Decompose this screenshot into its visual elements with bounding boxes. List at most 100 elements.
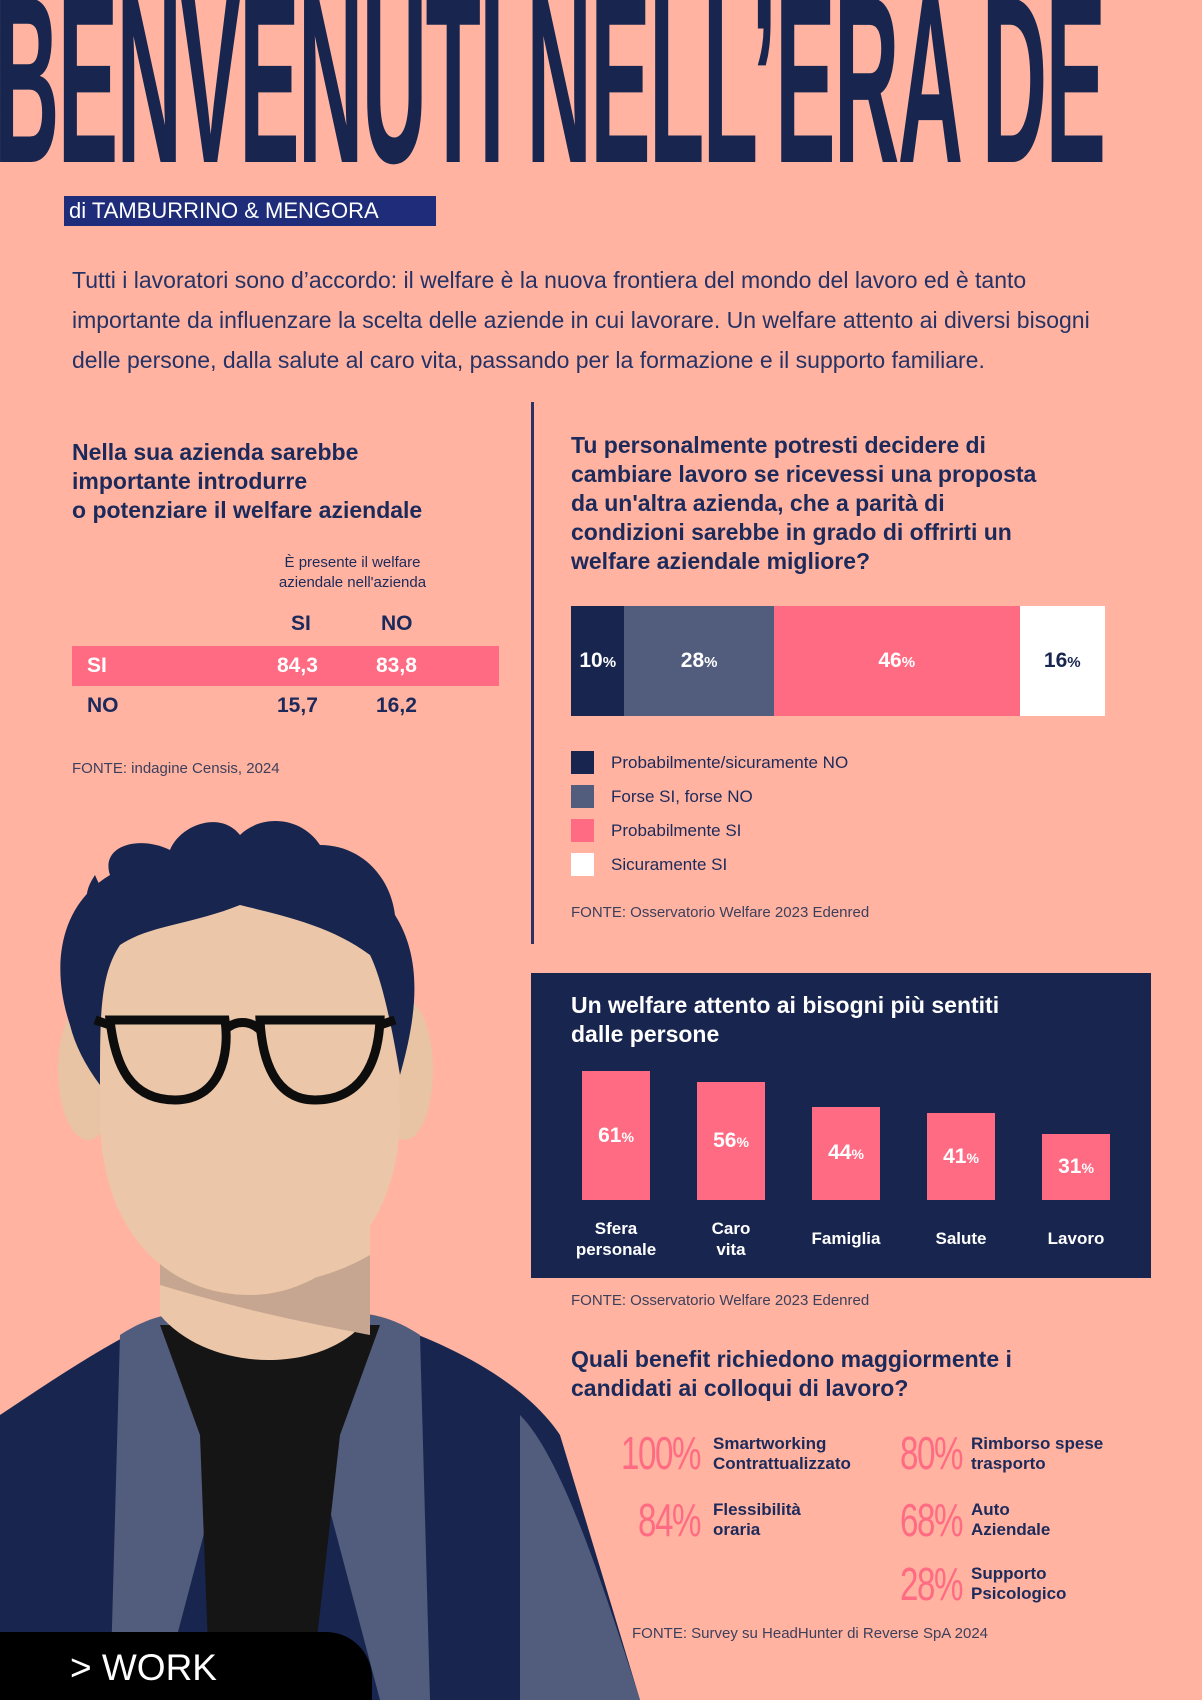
benefit-percent: 28%	[900, 1558, 963, 1610]
segment-value-label: 10%	[579, 649, 617, 672]
title-line: Nella sua azienda sarebbe	[72, 439, 359, 465]
right-section-title: Tu personalmente potresti decidere di ca…	[571, 431, 1131, 576]
needs-bar-category: Caro vita	[676, 1218, 786, 1260]
cell-si: 84,3	[277, 654, 318, 677]
table-row: NO 15,7 16,2	[72, 686, 499, 726]
legend-swatch	[571, 819, 594, 842]
benefit-percent: 100%	[621, 1427, 701, 1479]
title-line: candidati ai colloqui di lavoro?	[571, 1375, 909, 1401]
legend-swatch	[571, 751, 594, 774]
benefit-label-line: Supporto	[971, 1564, 1047, 1583]
category-line: vita	[716, 1240, 746, 1259]
jacket-sleeve-shape	[520, 1415, 640, 1700]
benefit-percent: 80%	[900, 1427, 963, 1479]
section-tab-label: > WORK	[70, 1647, 217, 1688]
column-divider	[531, 402, 534, 944]
needs-bar-category: Famiglia	[791, 1228, 901, 1249]
needs-bar: 44%	[812, 1106, 880, 1200]
stacked-bar-segment: 46%	[773, 606, 1020, 716]
benefit-percent: 68%	[900, 1494, 963, 1546]
cell-si: 15,7	[277, 694, 318, 717]
title-line: cambiare lavoro se ricevessi una propost…	[571, 461, 1037, 487]
caption-line: È presente il welfare	[284, 554, 421, 571]
benefit-label: Auto Aziendale	[971, 1500, 1171, 1540]
left-source: FONTE: indagine Censis, 2024	[72, 760, 280, 777]
legend-item: Probabilmente/sicuramente NO	[571, 751, 911, 775]
intro-paragraph: Tutti i lavoratori sono d’accordo: il we…	[72, 267, 1090, 373]
benefit-label: Smartworking Contrattualizzato	[713, 1434, 913, 1474]
benefit-percent: 84%	[638, 1494, 701, 1546]
title-line: Un welfare attento ai bisogni più sentit…	[571, 992, 1000, 1018]
caption-line: aziendale nell'azienda	[278, 574, 427, 591]
needs-bar-value: 41%	[943, 1144, 979, 1168]
segment-value-label: 16%	[1043, 649, 1081, 672]
needs-bar-category: Sfera personale	[561, 1218, 671, 1260]
category-line: Sfera	[594, 1219, 638, 1238]
row-label: SI	[87, 654, 107, 677]
benefit-label-line: oraria	[713, 1520, 761, 1539]
needs-bar-value: 31%	[1058, 1155, 1094, 1179]
title-line: condizioni sarebbe in grado di offrirti …	[571, 519, 1012, 545]
needs-bar: 56%	[697, 1081, 765, 1200]
benefit-label-line: Flessibilità	[713, 1500, 801, 1519]
needs-bar: 31%	[1042, 1134, 1110, 1200]
benefit-label-line: Rimborso spese	[971, 1434, 1104, 1453]
category-line: Caro	[711, 1219, 751, 1238]
headline: BENVENUTI NELL’ERA DE	[0, 0, 1202, 192]
needs-bar-value: 61%	[598, 1123, 634, 1147]
legend-label: Forse SI, forse NO	[611, 787, 753, 806]
cell-no: 83,8	[376, 654, 417, 677]
title-line: Tu personalmente potresti decidere di	[571, 432, 986, 458]
segment-value-label: 46%	[878, 649, 916, 672]
benefit-label-line: Aziendale	[971, 1520, 1051, 1539]
needs-chart-title: Un welfare attento ai bisogni più sentit…	[571, 991, 1091, 1049]
legend-label: Probabilmente SI	[611, 821, 742, 840]
person-illustration	[0, 821, 640, 1700]
needs-bar-category: Salute	[906, 1228, 1016, 1249]
benefit-label-line: Auto	[971, 1500, 1010, 1519]
benefit-label-line: Smartworking	[713, 1434, 827, 1453]
benefit-label: Supporto Psicologico	[971, 1564, 1171, 1604]
col-header-no: NO	[381, 612, 413, 635]
shirt-shape	[160, 1325, 380, 1700]
left-section-title: Nella sua azienda sarebbe importante int…	[72, 438, 512, 525]
benefits-title: Quali benefit richiedono maggiormente i …	[571, 1345, 1131, 1403]
stacked-bar-chart: 10% 28% 46% 16%	[571, 606, 1105, 716]
benefit-label: Flessibilità oraria	[713, 1500, 913, 1540]
stacked-bar-segment: 28%	[624, 606, 774, 716]
table-caption: È presente il welfare aziendale nell'azi…	[260, 553, 445, 593]
title-line: dalle persone	[571, 1021, 720, 1047]
needs-bar: 41%	[927, 1113, 995, 1200]
glasses-shape	[93, 1015, 397, 1105]
benefit-label: Rimborso spese trasporto	[971, 1434, 1171, 1474]
legend-label: Sicuramente SI	[611, 855, 728, 874]
legend-item: Probabilmente SI	[571, 819, 911, 843]
needs-bar-value: 56%	[713, 1128, 749, 1152]
needs-bar-category: Lavoro	[1021, 1228, 1131, 1249]
legend-item: Sicuramente SI	[571, 853, 911, 877]
legend-swatch	[571, 853, 594, 876]
section-tab	[0, 1632, 372, 1700]
face-shape	[100, 868, 400, 1295]
title-line: welfare aziendale migliore?	[571, 548, 871, 574]
benefit-label-line: Contrattualizzato	[713, 1454, 851, 1473]
stacked-bar-segment: 10%	[571, 606, 625, 716]
legend-label: Probabilmente/sicuramente NO	[611, 753, 849, 772]
benefit-label-line: trasporto	[971, 1454, 1046, 1473]
segment-value-label: 28%	[680, 649, 718, 672]
table-row: SI 84,3 83,8	[72, 646, 499, 686]
cell-no: 16,2	[376, 694, 417, 717]
benefit-label-line: Psicologico	[971, 1584, 1067, 1603]
hair-spike-shape	[86, 875, 130, 945]
headline-text: BENVENUTI NELL’ERA DE	[0, 0, 1106, 192]
needs-bar: 61%	[582, 1071, 650, 1200]
byline: di TAMBURRINO & MENGORA	[64, 196, 436, 226]
needs-bar-value: 44%	[828, 1141, 864, 1165]
title-line: Quali benefit richiedono maggiormente i	[571, 1346, 1012, 1372]
legend-item: Forse SI, forse NO	[571, 785, 911, 809]
category-line: Salute	[935, 1229, 987, 1248]
row-label: NO	[87, 694, 119, 717]
stacked-bar-segment: 16%	[1019, 606, 1105, 716]
needs-chart-panel: Un welfare attento ai bisogni più sentit…	[531, 973, 1151, 1278]
title-line: o potenziare il welfare aziendale	[72, 497, 423, 523]
